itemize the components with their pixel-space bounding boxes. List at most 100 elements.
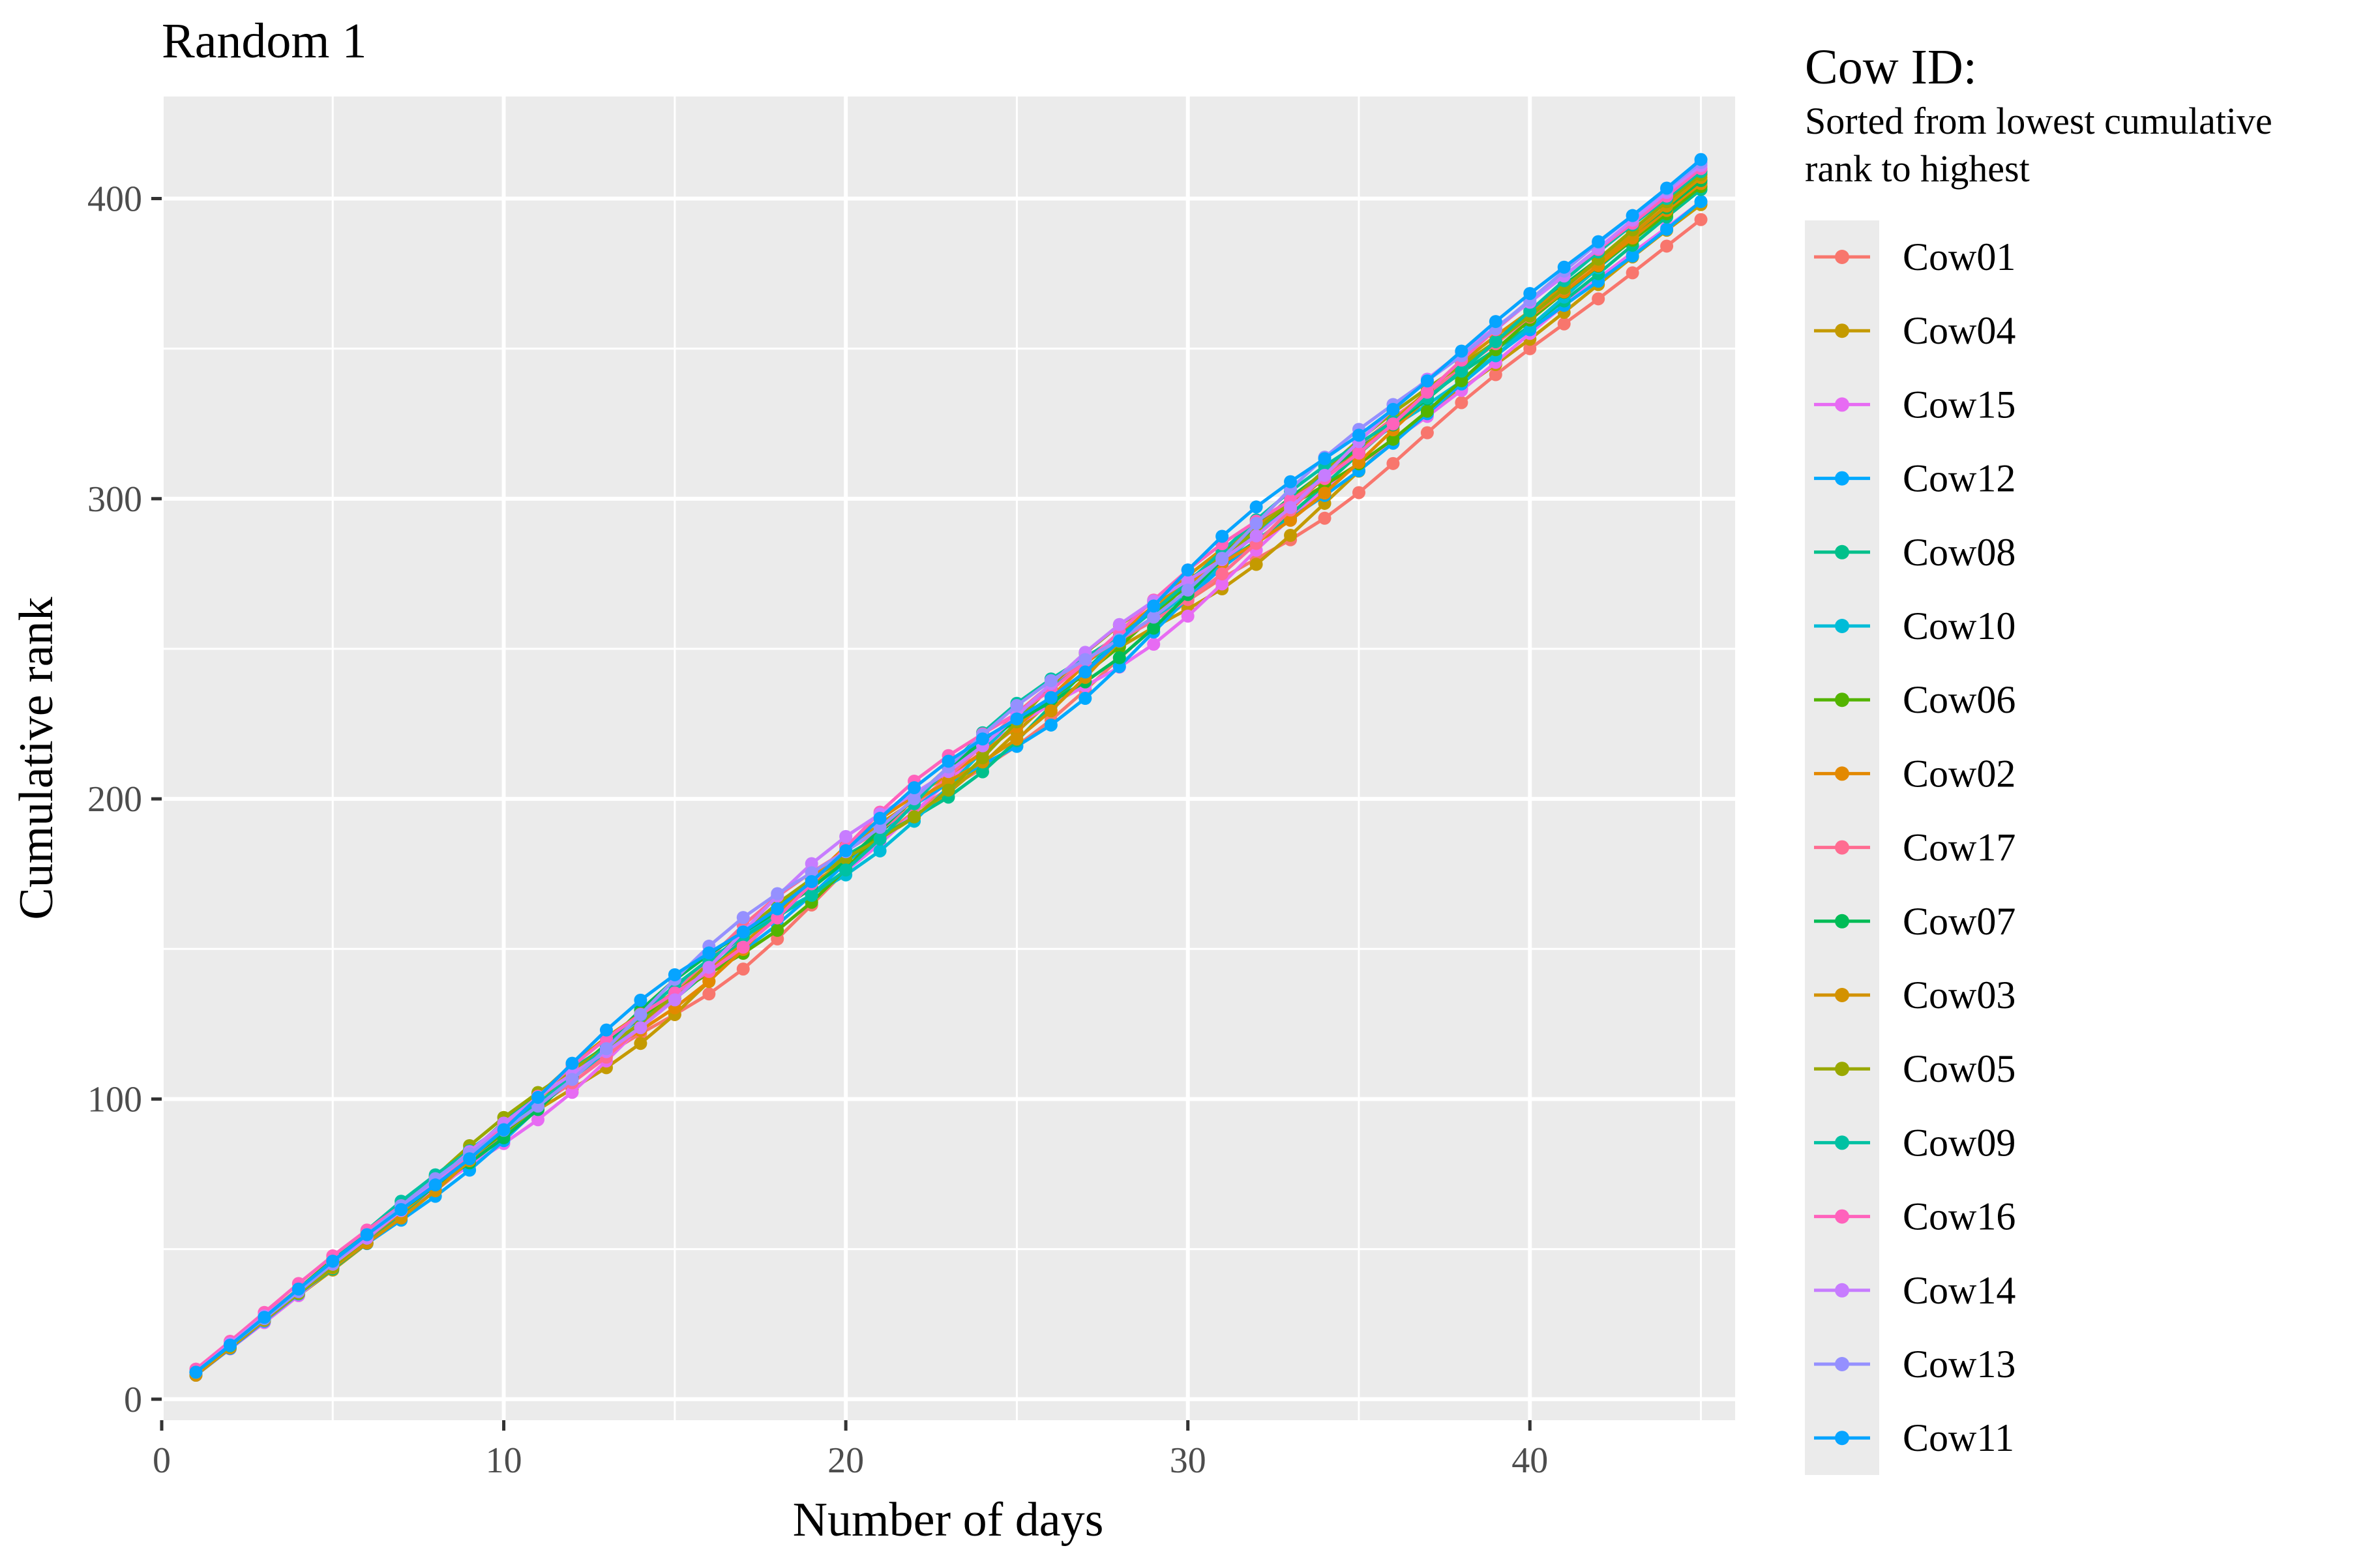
legend-label: Cow09 (1903, 1121, 2016, 1164)
data-point (1660, 239, 1674, 253)
data-point (360, 1228, 374, 1242)
data-point (463, 1152, 477, 1166)
legend-item-cow11: Cow11 (1814, 1416, 2014, 1459)
legend-item-cow01: Cow01 (1814, 235, 2016, 278)
legend-item-cow14: Cow14 (1814, 1269, 2016, 1312)
legend-item-cow15: Cow15 (1814, 383, 2016, 426)
data-point (599, 1023, 613, 1037)
legend-label: Cow01 (1903, 235, 2016, 278)
data-point (1489, 335, 1502, 348)
legend-label: Cow14 (1903, 1269, 2016, 1312)
legend-subtitle-line-2: rank to highest (1805, 147, 2030, 190)
x-tick-label: 20 (827, 1440, 864, 1481)
data-point (565, 1056, 579, 1070)
data-point (873, 832, 887, 846)
data-point (702, 974, 716, 988)
data-point (189, 1365, 203, 1379)
legend-label: Cow07 (1903, 900, 2016, 943)
data-point (873, 844, 887, 857)
legend-key-point (1835, 619, 1849, 633)
data-point (1044, 691, 1058, 704)
data-point (1420, 385, 1434, 399)
chart-title: Random 1 (162, 14, 367, 68)
data-point (975, 751, 989, 765)
data-point (1318, 486, 1331, 500)
grid-major (160, 97, 1735, 1420)
data-point (1249, 558, 1263, 571)
data-point (1455, 344, 1468, 358)
data-point (1010, 732, 1024, 746)
data-point (908, 781, 921, 795)
data-point (975, 765, 989, 779)
data-point (531, 1113, 545, 1127)
data-point (497, 1123, 511, 1137)
data-point (736, 925, 750, 939)
data-point (1557, 260, 1571, 274)
data-point (1455, 365, 1468, 378)
data-point (1215, 552, 1229, 565)
y-tick-label: 300 (87, 479, 142, 520)
data-point (1489, 315, 1502, 329)
data-point (1318, 511, 1331, 525)
data-point (1420, 426, 1434, 439)
data-point (702, 946, 716, 960)
data-point (839, 844, 853, 857)
data-point (771, 911, 784, 925)
legend-item-cow05: Cow05 (1814, 1047, 2016, 1090)
data-point (1352, 486, 1365, 499)
y-tick-label: 0 (124, 1380, 142, 1420)
legend-key-point (1835, 471, 1849, 486)
legend-key-point (1835, 988, 1849, 1002)
data-point (565, 1073, 579, 1086)
data-point (1044, 718, 1058, 732)
data-point (1181, 563, 1195, 577)
legend-item-cow09: Cow09 (1814, 1121, 2016, 1164)
legend-items: Cow01 Cow04 Cow15 Cow12 Cow08 Cow10 Cow06 Cow02… (1814, 235, 2016, 1459)
legend-label: Cow04 (1903, 309, 2016, 352)
legend-key-point (1835, 914, 1849, 929)
data-point (1386, 432, 1400, 446)
data-point (258, 1311, 271, 1324)
data-point (223, 1338, 237, 1352)
data-point (1318, 468, 1331, 482)
legend-key-point (1835, 250, 1849, 264)
legend-item-cow17: Cow17 (1814, 826, 2016, 869)
data-point (1386, 402, 1400, 416)
data-point (1112, 618, 1126, 631)
legend-item-cow06: Cow06 (1814, 678, 2016, 721)
y-axis-title: Cumulative rank (10, 597, 63, 919)
x-axis: 0 10 20 30 40 (153, 1420, 1548, 1481)
legend-item-cow08: Cow08 (1814, 531, 2016, 574)
data-point (908, 792, 921, 805)
data-point (1352, 456, 1365, 469)
data-point (1249, 516, 1263, 530)
data-point (1420, 404, 1434, 418)
legend-key-point (1835, 1431, 1849, 1446)
legend-label: Cow03 (1903, 974, 2016, 1017)
data-point (942, 783, 955, 797)
data-point (1523, 342, 1537, 355)
data-point (634, 1037, 647, 1050)
data-point (805, 857, 818, 871)
legend-item-cow02: Cow02 (1814, 752, 2016, 795)
data-point (565, 1086, 579, 1099)
data-point (1455, 396, 1468, 409)
legend-item-cow13: Cow13 (1814, 1343, 2016, 1386)
y-axis: 0 100 200 300 400 (87, 179, 162, 1420)
data-point (1181, 574, 1195, 588)
x-tick-label: 0 (153, 1440, 171, 1481)
data-point (839, 829, 853, 843)
data-point (942, 754, 955, 768)
legend: Cow ID: Sorted from lowest cumulative ra… (1805, 40, 2272, 1475)
data-point (1010, 712, 1024, 726)
data-point (1112, 634, 1126, 648)
data-point (1489, 368, 1502, 381)
data-point (1078, 653, 1092, 666)
data-point (1284, 501, 1298, 514)
legend-label: Cow15 (1903, 383, 2016, 426)
legend-key-point (1835, 1283, 1849, 1298)
legend-key-point (1835, 544, 1849, 559)
legend-item-cow07: Cow07 (1814, 900, 2016, 943)
data-point (1215, 577, 1229, 591)
legend-label: Cow06 (1903, 678, 2016, 721)
